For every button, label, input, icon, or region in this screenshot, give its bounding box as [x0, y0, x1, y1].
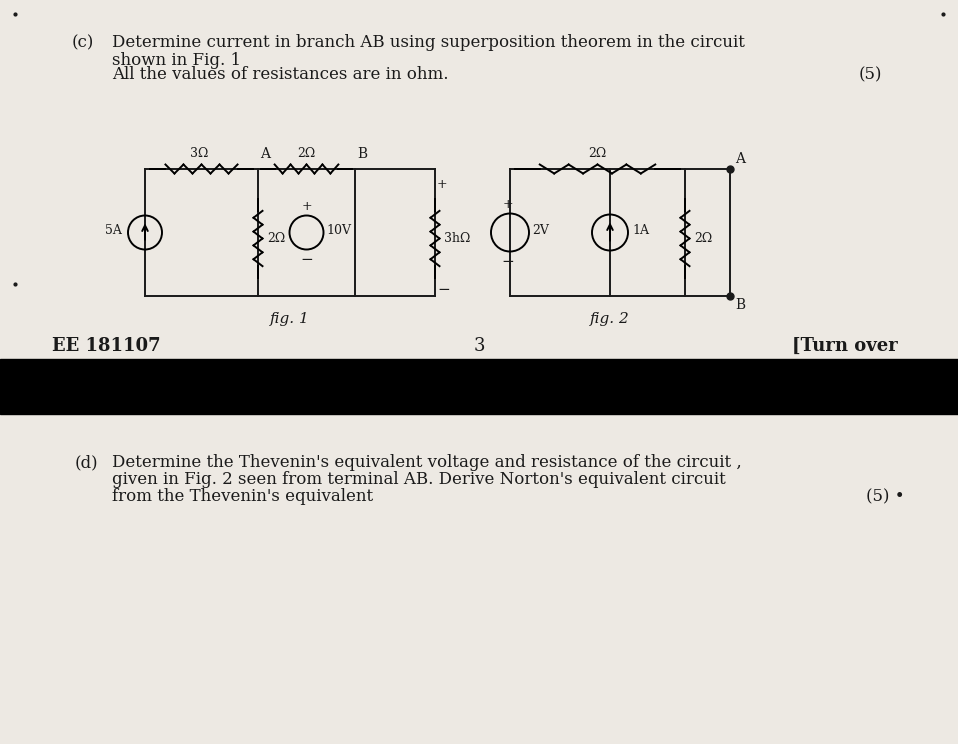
Text: fig. 1: fig. 1 [270, 312, 309, 326]
Text: 3Ω: 3Ω [191, 147, 209, 160]
Text: (5) •: (5) • [866, 488, 905, 505]
Text: given in Fig. 2 seen from terminal AB. Derive Norton's equivalent circuit: given in Fig. 2 seen from terminal AB. D… [112, 471, 726, 488]
Text: 1A: 1A [632, 224, 649, 237]
Text: 2Ω: 2Ω [297, 147, 315, 160]
Text: +: + [437, 178, 447, 191]
Text: +: + [301, 199, 311, 213]
Bar [0, 359, 958, 414]
Text: 2Ω: 2Ω [588, 147, 606, 160]
Text: +: + [503, 197, 513, 211]
Text: [Turn over: [Turn over [792, 337, 898, 355]
Text: (d): (d) [75, 454, 99, 471]
Text: 2Ω: 2Ω [267, 232, 285, 245]
Text: −: − [300, 252, 313, 266]
Text: −: − [502, 254, 514, 269]
Text: A: A [260, 147, 270, 161]
Text: −: − [437, 283, 449, 297]
Text: Determine current in branch AB using superposition theorem in the circuit: Determine current in branch AB using sup… [112, 34, 745, 51]
Text: 3: 3 [473, 337, 485, 355]
Text: from the Thevenin's equivalent: from the Thevenin's equivalent [112, 488, 373, 505]
Text: 5A: 5A [105, 224, 122, 237]
Text: 2V: 2V [532, 224, 549, 237]
Text: A: A [735, 152, 745, 166]
Text: B: B [357, 147, 367, 161]
Text: 3hΩ: 3hΩ [444, 232, 470, 245]
Text: fig. 2: fig. 2 [590, 312, 629, 326]
Text: Determine the Thevenin's equivalent voltage and resistance of the circuit ,: Determine the Thevenin's equivalent volt… [112, 454, 741, 471]
Text: shown in Fig. 1: shown in Fig. 1 [112, 52, 241, 69]
Text: B: B [735, 298, 745, 312]
Text: 2Ω: 2Ω [694, 232, 712, 245]
Text: All the values of resistances are in ohm.: All the values of resistances are in ohm… [112, 66, 448, 83]
Text: EE 181107: EE 181107 [52, 337, 161, 355]
Text: (c): (c) [72, 34, 95, 51]
Text: (5): (5) [858, 66, 882, 83]
Text: 10V: 10V [327, 224, 352, 237]
